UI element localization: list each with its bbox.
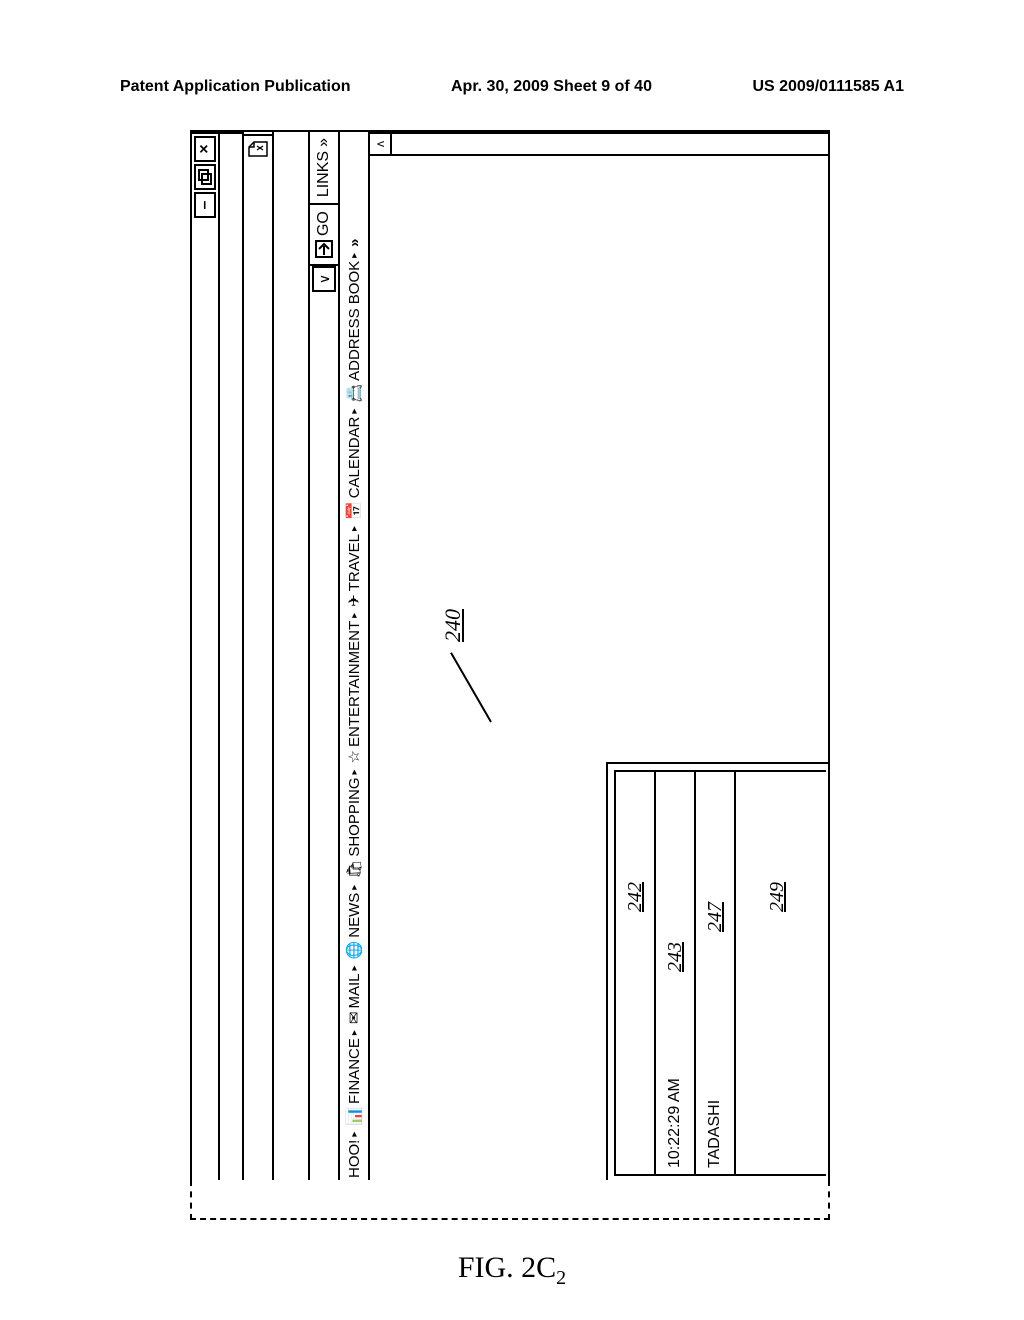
menubar bbox=[220, 132, 244, 1180]
url-spacer bbox=[244, 162, 272, 1180]
panel-row-249: 249 bbox=[736, 772, 826, 1174]
tb-travel[interactable]: ✈TRAVEL▸ bbox=[345, 526, 363, 607]
page: Patent Application Publication Apr. 30, … bbox=[0, 0, 1024, 1320]
figure-caption: FIG. 2C2 bbox=[0, 1251, 1024, 1290]
panel-row-243: 10:22:29 AM 243 bbox=[656, 772, 696, 1174]
caret-icon: ▸ bbox=[349, 965, 360, 970]
info-panel: 242 10:22:29 AM 243 TADASHI 247 249 bbox=[606, 762, 830, 1180]
leader-240 bbox=[450, 652, 492, 722]
header-left: Patent Application Publication bbox=[120, 78, 351, 96]
caret-icon: ▸ bbox=[349, 409, 360, 414]
maximize-button[interactable] bbox=[194, 164, 216, 190]
tb-shopping[interactable]: 🛍SHOPPING▸ bbox=[345, 769, 363, 878]
dash-guide bbox=[828, 1180, 830, 1220]
scrollbar[interactable]: ʌ bbox=[370, 134, 830, 156]
page-icon bbox=[244, 134, 272, 162]
panel-time: 10:22:29 AM bbox=[666, 1078, 684, 1168]
caret-icon: ▸ bbox=[349, 253, 360, 258]
address-row: ∨ GO LINKS » bbox=[310, 132, 340, 1180]
tb-address[interactable]: 📇ADDRESS BOOK▸ bbox=[345, 253, 363, 403]
url-row bbox=[244, 132, 274, 1180]
addressbook-icon: 📇 bbox=[345, 384, 363, 403]
go-label: GO bbox=[315, 211, 333, 236]
shopping-icon: 🛍 bbox=[345, 860, 363, 879]
close-icon: × bbox=[197, 144, 213, 153]
header-right: US 2009/0111585 A1 bbox=[752, 78, 904, 96]
minimize-button[interactable]: – bbox=[194, 192, 216, 218]
close-button[interactable]: × bbox=[194, 136, 216, 162]
dash-guide bbox=[190, 1180, 192, 1220]
page-header: Patent Application Publication Apr. 30, … bbox=[120, 78, 904, 96]
document-icon bbox=[248, 140, 268, 158]
scroll-up-button[interactable]: ʌ bbox=[370, 134, 392, 154]
ref-247: 247 bbox=[704, 902, 727, 932]
go-icon bbox=[315, 240, 333, 258]
tb-hoo[interactable]: HOO!▸ bbox=[346, 1132, 363, 1178]
finance-icon: 📊 bbox=[345, 1107, 363, 1126]
caret-icon: ▸ bbox=[349, 885, 360, 890]
tb-calendar[interactable]: 📅CALENDAR▸ bbox=[345, 409, 363, 520]
bookmarks-toolbar: HOO!▸ 📊FINANCE▸ ✉MAIL▸ 🌐NEWS▸ 🛍SHOPPING▸… bbox=[340, 132, 370, 1180]
dash-guide bbox=[190, 1218, 830, 1220]
figure-frame: – × bbox=[190, 130, 830, 1180]
caret-icon: ▸ bbox=[349, 1132, 360, 1137]
content-area: ʌ 240 242 10:22:29 AM 243 bbox=[370, 132, 830, 1180]
chevron-down-icon: ∨ bbox=[316, 274, 333, 284]
browser-window: – × bbox=[192, 132, 830, 1180]
ref-240: 240 bbox=[440, 609, 466, 642]
caret-icon: ▸ bbox=[349, 1030, 360, 1035]
star-icon: ☆ bbox=[345, 750, 363, 763]
maximize-icon bbox=[198, 169, 212, 185]
toolbar-overflow[interactable]: » bbox=[346, 238, 363, 246]
address-dropdown[interactable]: ∨ bbox=[312, 266, 336, 292]
links-label: LINKS bbox=[315, 151, 333, 197]
panel-row-242: 242 bbox=[616, 772, 656, 1174]
travel-icon: ✈ bbox=[345, 594, 363, 607]
tb-mail[interactable]: ✉MAIL▸ bbox=[345, 965, 363, 1024]
header-mid: Apr. 30, 2009 Sheet 9 of 40 bbox=[451, 78, 652, 96]
tb-finance[interactable]: 📊FINANCE▸ bbox=[345, 1030, 363, 1126]
go-cell[interactable]: GO bbox=[310, 205, 338, 266]
info-panel-inner: 242 10:22:29 AM 243 TADASHI 247 249 bbox=[614, 770, 826, 1176]
calendar-icon: 📅 bbox=[345, 501, 363, 520]
ref-243: 243 bbox=[664, 942, 687, 972]
caret-icon: ▸ bbox=[349, 613, 360, 618]
tb-ent[interactable]: ☆ENTERTAINMENT▸ bbox=[345, 613, 363, 764]
panel-row-247: TADASHI 247 bbox=[696, 772, 736, 1174]
titlebar: – × bbox=[192, 132, 220, 1180]
links-more-icon: » bbox=[315, 138, 333, 147]
fig-sub: 2 bbox=[556, 1267, 566, 1289]
ref-242: 242 bbox=[624, 882, 647, 912]
links-cell[interactable]: LINKS » bbox=[310, 132, 338, 205]
tb-news[interactable]: 🌐NEWS▸ bbox=[345, 885, 363, 960]
toolbar-blank bbox=[274, 132, 310, 1180]
panel-name: TADASHI bbox=[706, 1100, 724, 1168]
chevron-up-icon: ʌ bbox=[373, 141, 387, 147]
minimize-icon: – bbox=[197, 201, 213, 210]
fig-label: FIG. 2C bbox=[458, 1251, 556, 1284]
ref-249: 249 bbox=[766, 882, 789, 912]
mail-icon: ✉ bbox=[345, 1011, 363, 1024]
caret-icon: ▸ bbox=[349, 526, 360, 531]
news-icon: 🌐 bbox=[345, 941, 363, 960]
caret-icon: ▸ bbox=[349, 769, 360, 774]
